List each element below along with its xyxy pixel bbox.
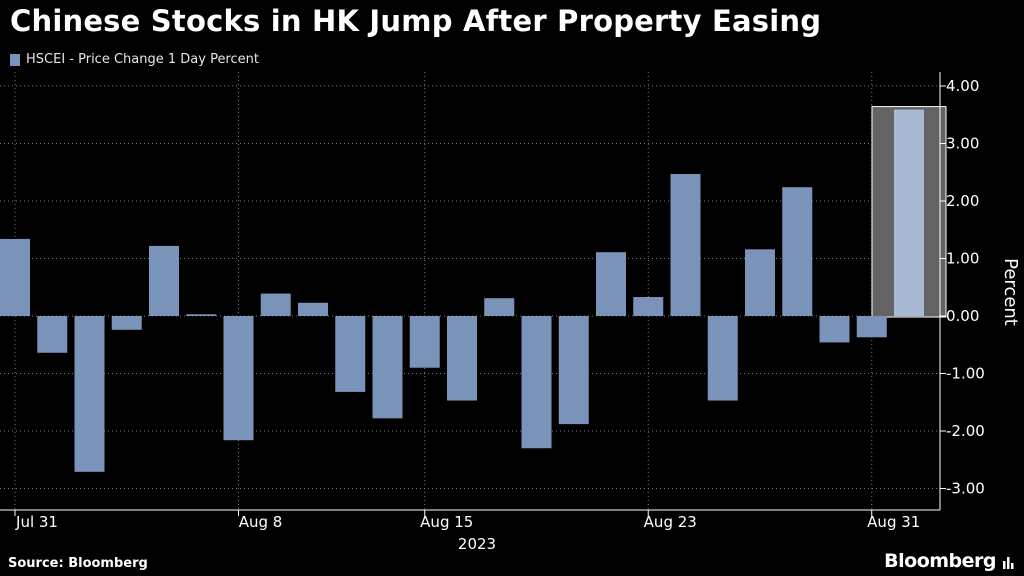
y-tick-label: 3.00 <box>946 135 979 153</box>
y-tick-label: 4.00 <box>946 77 979 95</box>
bar-aug-23 <box>633 297 664 316</box>
bloomberg-terminal-icon <box>1003 557 1014 569</box>
bar-aug-7 <box>186 314 217 316</box>
bars <box>0 109 924 472</box>
x-tick-label: Aug 23 <box>644 513 697 531</box>
bar-aug-15 <box>409 316 440 368</box>
bar-aug-1 <box>37 316 68 353</box>
legend: HSCEI - Price Change 1 Day Percent <box>10 52 259 67</box>
y-tick-label: 1.00 <box>946 250 979 268</box>
bar-aug-18 <box>521 316 552 449</box>
bar-aug-29 <box>782 187 813 316</box>
x-tick-label: Jul 31 <box>15 513 58 531</box>
bar-aug-31 <box>856 316 887 338</box>
bar-aug-22 <box>596 252 626 316</box>
bar-aug-10 <box>298 302 328 316</box>
y-tick-label: -2.00 <box>946 422 985 440</box>
bar-aug-9 <box>260 293 291 316</box>
bar-jul-31 <box>0 238 30 316</box>
y-tick-label: -3.00 <box>946 480 985 498</box>
bar-aug-28 <box>745 249 775 316</box>
bar-aug-2 <box>74 316 105 472</box>
x-tick-label: Aug 15 <box>420 513 473 531</box>
bar-aug-4 <box>149 245 179 316</box>
axes: 4.00 3.00 2.00 1.00 0.00 -1.00 -2.00 -3.00 Jul 3… <box>0 72 985 531</box>
bloomberg-logo: Bloomberg <box>884 550 996 572</box>
x-tick-label: Aug 8 <box>239 513 283 531</box>
bar-aug-21 <box>558 316 589 425</box>
y-axis-title: Percent <box>1000 258 1021 326</box>
bar-aug-11 <box>335 316 366 392</box>
bar-aug-16 <box>447 316 477 401</box>
chart-title: Chinese Stocks in HK Jump After Property… <box>10 4 822 38</box>
bar-aug-8 <box>223 316 254 441</box>
x-tick-label: Aug 31 <box>867 513 920 531</box>
source-note: Source: Bloomberg <box>8 556 148 571</box>
legend-label: HSCEI - Price Change 1 Day Percent <box>26 52 259 67</box>
legend-swatch <box>10 53 20 66</box>
bar-aug-24 <box>670 173 701 316</box>
bar-aug-30 <box>819 316 850 343</box>
y-tick-label: 0.00 <box>946 307 979 325</box>
bar-sep-1 <box>894 109 924 316</box>
bar-aug-17 <box>484 298 515 316</box>
bar-aug-25 <box>707 316 738 401</box>
y-tick-label: -1.00 <box>946 365 985 383</box>
bar-aug-3 <box>111 316 142 330</box>
y-tick-label: 2.00 <box>946 192 979 210</box>
bar-aug-14 <box>372 316 403 419</box>
x-axis-year-label: 2023 <box>458 535 496 553</box>
